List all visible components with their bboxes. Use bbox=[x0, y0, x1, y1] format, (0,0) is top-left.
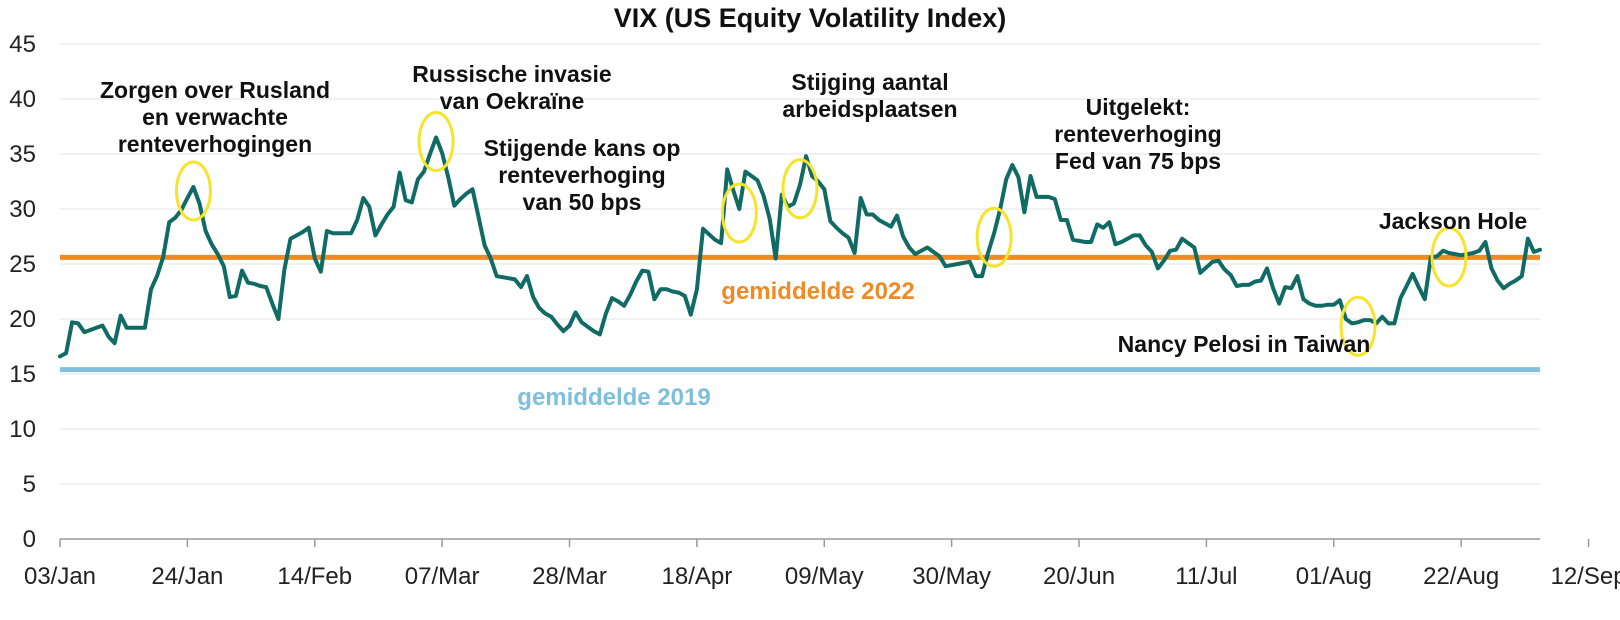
x-tick-label: 30/May bbox=[912, 563, 991, 590]
highlight-ellipse bbox=[417, 111, 455, 172]
x-tick-label: 03/Jan bbox=[24, 563, 96, 590]
reference-lines: gemiddelde 2022 gemiddelde 2019 bbox=[60, 254, 1540, 411]
annotation-text: Nancy Pelosi in Taiwan bbox=[1118, 331, 1371, 357]
annotation-text: van 50 bps bbox=[523, 189, 642, 215]
annotation-text: en verwachte bbox=[142, 104, 288, 130]
y-tick-label: 0 bbox=[23, 526, 36, 553]
gridlines bbox=[60, 43, 1540, 485]
annotation-text: renteverhoging bbox=[1054, 121, 1221, 147]
x-axis: 03/Jan 24/Jan 14/Feb 07/Mar 28/Mar 18/Apr 09/M… bbox=[24, 538, 1620, 590]
y-tick-label: 35 bbox=[9, 141, 36, 168]
x-tick-label: 18/Apr bbox=[662, 563, 733, 590]
x-tick-label: 12/Sep bbox=[1550, 563, 1620, 590]
highlight-ellipse bbox=[720, 182, 758, 244]
x-tick-label: 24/Jan bbox=[151, 563, 223, 590]
highlight-ellipse bbox=[174, 160, 212, 222]
y-axis: 0 5 10 15 20 25 30 35 40 45 bbox=[9, 31, 36, 553]
y-tick-label: 20 bbox=[9, 306, 36, 333]
reference-line-label: gemiddelde 2022 bbox=[721, 278, 914, 305]
annotation-text: arbeidsplaatsen bbox=[782, 96, 957, 122]
x-tick-label: 22/Aug bbox=[1423, 563, 1499, 590]
y-tick-label: 15 bbox=[9, 361, 36, 388]
highlight-ellipse bbox=[1339, 295, 1377, 357]
annotation-text: Russische invasie bbox=[412, 61, 611, 87]
x-tick-label: 20/Jun bbox=[1043, 563, 1115, 590]
series-layer bbox=[58, 135, 1542, 359]
highlight-ellipse bbox=[975, 206, 1013, 268]
highlight-ellipse bbox=[1430, 226, 1468, 288]
annotation-text: renteverhoging bbox=[498, 162, 665, 188]
y-tick-label: 5 bbox=[23, 471, 36, 498]
highlight-ellipses bbox=[174, 111, 1468, 357]
y-tick-label: 40 bbox=[9, 86, 36, 113]
y-tick-label: 10 bbox=[9, 416, 36, 443]
annotation-text: Zorgen over Rusland bbox=[100, 77, 330, 103]
annotation-text: Fed van 75 bps bbox=[1055, 148, 1221, 174]
y-tick-label: 30 bbox=[9, 196, 36, 223]
x-tick-label: 09/May bbox=[785, 563, 864, 590]
annotation-text: Stijgende kans op bbox=[484, 135, 681, 161]
x-tick-label: 07/Mar bbox=[405, 563, 480, 590]
annotation-text: Jackson Hole bbox=[1379, 208, 1527, 234]
annotation-text: Stijging aantal bbox=[791, 69, 948, 95]
highlight-ellipse bbox=[781, 158, 819, 220]
chart-title: VIX (US Equity Volatility Index) bbox=[614, 3, 1007, 33]
y-tick-label: 45 bbox=[9, 31, 36, 58]
annotation-text: renteverhogingen bbox=[118, 131, 312, 157]
x-tick-label: 11/Jul bbox=[1175, 563, 1237, 590]
annotation-text: Uitgelekt: bbox=[1086, 94, 1191, 120]
reference-line-label: gemiddelde 2019 bbox=[517, 384, 710, 411]
x-tick-label: 28/Mar bbox=[532, 563, 607, 590]
x-tick-label: 01/Aug bbox=[1296, 563, 1372, 590]
annotation-text: van Oekraïne bbox=[440, 88, 584, 114]
vix-series-line bbox=[58, 135, 1542, 359]
x-tick-label: 14/Feb bbox=[277, 563, 352, 590]
y-tick-label: 25 bbox=[9, 251, 36, 278]
